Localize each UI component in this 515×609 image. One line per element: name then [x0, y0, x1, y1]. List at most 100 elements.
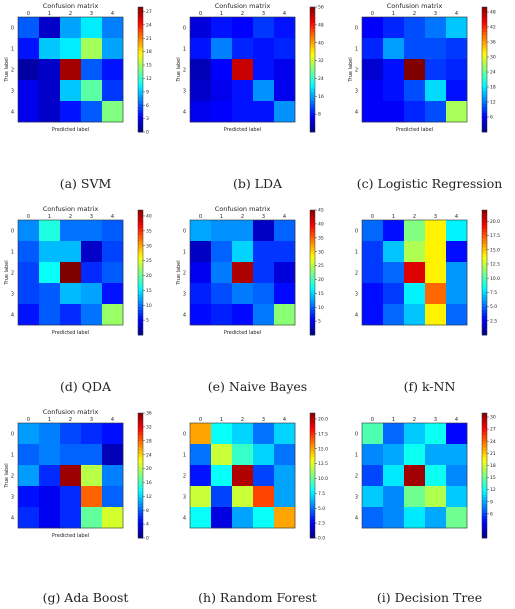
colorbar-segment — [310, 459, 315, 464]
colorbar-segment — [138, 272, 143, 277]
colorbar-segment — [482, 419, 487, 423]
colorbar-segment — [310, 331, 315, 336]
heatmap-cell — [274, 38, 296, 60]
colorbar-segment — [310, 506, 315, 511]
colorbar-segment — [482, 216, 487, 220]
y-axis-label: True label — [176, 260, 182, 285]
colorbar-tick-label: 40 — [318, 40, 324, 46]
colorbar-segment — [138, 331, 143, 336]
colorbar-segment — [310, 431, 315, 436]
colorbar-segment — [310, 300, 315, 305]
colorbar-segment — [482, 82, 487, 86]
colorbar-segment — [482, 250, 487, 255]
heatmap-cell — [81, 444, 103, 466]
heatmap-cell — [274, 444, 296, 466]
heatmap-cell — [232, 486, 254, 508]
confusion-matrix-panel: Confusion matrix 0 1 2 3 4 0 1 2 3 4 True label Pred… — [172, 0, 343, 203]
colorbar-segment — [310, 78, 315, 83]
colorbar-segment — [482, 513, 487, 517]
heatmap-cell — [253, 304, 275, 326]
colorbar-segment — [138, 22, 143, 27]
colorbar-segment — [138, 125, 143, 130]
heatmap-cell — [232, 304, 254, 326]
x-tick-label: 3 — [434, 11, 437, 17]
colorbar-tick-label: 32 — [318, 58, 324, 64]
heatmap-cell — [102, 486, 124, 508]
heatmap-cell — [253, 423, 275, 445]
colorbar-segment — [138, 528, 143, 533]
confusion-matrix-panel: Confusion matrix 0 1 2 3 4 0 1 2 3 4 True label Pred… — [0, 0, 171, 203]
heatmap-cell — [404, 220, 426, 242]
colorbar-tick-label: 20 — [146, 466, 152, 472]
colorbar-segment — [482, 213, 487, 217]
colorbar-tick-label: 40 — [146, 214, 152, 220]
heatmap-cell — [446, 241, 468, 263]
colorbar-segment — [138, 119, 143, 124]
colorbar-segment — [138, 122, 143, 127]
colorbar-segment — [138, 513, 143, 517]
x-tick-label: 2 — [69, 11, 72, 17]
colorbar-segment — [482, 22, 487, 27]
colorbar-segment — [482, 75, 487, 80]
heatmap-cell — [102, 38, 124, 60]
colorbar-segment — [310, 278, 315, 283]
heatmap-cell — [211, 241, 233, 263]
colorbar-segment — [482, 313, 487, 317]
heatmap-cell — [60, 101, 82, 123]
heatmap-cell — [190, 59, 212, 81]
colorbar-tick-label: 36 — [146, 411, 152, 417]
colorbar-segment — [310, 44, 315, 49]
heatmap-cell — [383, 17, 405, 39]
colorbar-segment — [482, 7, 487, 11]
matrix-frame — [361, 219, 468, 326]
colorbar-segment — [310, 531, 315, 536]
heatmap-cell — [190, 80, 212, 102]
colorbar-segment — [138, 256, 143, 261]
colorbar-segment — [310, 441, 315, 445]
colorbar-segment — [310, 47, 315, 52]
heatmap-cell — [232, 465, 254, 487]
heatmap-cell — [81, 59, 103, 81]
colorbar-segment — [310, 253, 315, 258]
colorbar-segment — [310, 434, 315, 439]
heatmap-cell — [446, 101, 468, 123]
y-tick-label: 2 — [11, 474, 14, 480]
x-tick-label: 2 — [241, 417, 244, 423]
colorbar-tick-label: 32 — [146, 424, 152, 430]
colorbar-segment — [138, 38, 143, 42]
colorbar-segment — [138, 491, 143, 495]
heatmap-cell — [81, 101, 103, 123]
colorbar-tick-label: 12 — [146, 76, 152, 82]
heatmap-cell — [102, 444, 124, 466]
colorbar-segment — [482, 122, 487, 127]
colorbar-segment — [310, 60, 315, 64]
heatmap-cell — [232, 101, 254, 123]
heatmap-cell — [81, 262, 103, 284]
x-tick-label: 1 — [220, 11, 223, 17]
heatmap-cell — [274, 59, 296, 81]
colorbar-tick-label: 25 — [146, 258, 152, 264]
colorbar-segment — [310, 13, 315, 17]
colorbar-segment — [310, 244, 315, 248]
colorbar-segment — [482, 38, 487, 42]
colorbar-segment — [310, 525, 315, 530]
colorbar-segment — [310, 231, 315, 236]
heatmap-cell — [383, 486, 405, 508]
colorbar-segment — [310, 57, 315, 61]
heatmap-cell — [190, 220, 212, 242]
confusion-matrix-panel: 0 1 2 3 4 0 1 2 3 4 0.0 2.5 5.0 7.5 10.0 12.5 15.0 17.5 20… — [172, 406, 343, 609]
colorbar-segment — [310, 488, 315, 492]
matrix-frame — [17, 219, 124, 326]
heatmap-cell — [425, 507, 447, 529]
heatmap-cell — [232, 59, 254, 81]
heatmap-cell — [102, 220, 124, 242]
x-tick-label: 3 — [262, 417, 265, 423]
confusion-matrix-panel: Confusion matrix 0 1 2 3 4 0 1 2 3 4 True label Pred… — [344, 0, 515, 203]
heatmap-cell — [425, 486, 447, 508]
colorbar-segment — [310, 466, 315, 470]
x-tick-label: 2 — [241, 214, 244, 220]
x-tick-label: 3 — [262, 214, 265, 220]
colorbar-segment — [138, 297, 143, 302]
heatmap-cell — [39, 423, 61, 445]
colorbar-segment — [482, 231, 487, 236]
